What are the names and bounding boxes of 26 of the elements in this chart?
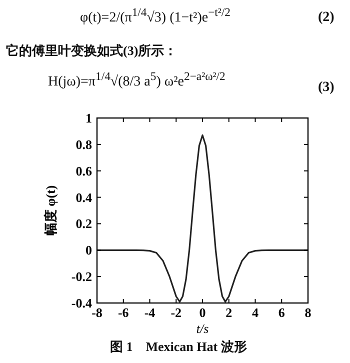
text: H(jω)=π$^{1/4}$√(8/3 a$^{5}$) ω²e$^{2−a²ω²/2}$: [48, 70, 226, 91]
x-tick-label: -2: [170, 305, 182, 320]
x-tick-label: 6: [278, 305, 286, 320]
y-axis-title: 幅度 φ(t): [43, 185, 58, 236]
x-axis-title: t/s: [196, 321, 209, 336]
text: φ(t)=2/(π$^{1/4}$√3) (1−t²)e$^{−t²/2}$: [80, 6, 230, 27]
x-tick-label: 4: [252, 305, 259, 320]
x-tick-label: -6: [118, 305, 130, 320]
x-tick-label: 2: [226, 305, 232, 320]
x-tick-label: -4: [144, 305, 156, 320]
y-tick-label: 1: [86, 110, 92, 126]
y-tick-label: -0.2: [71, 269, 92, 284]
y-tick-label: -0.4: [71, 296, 92, 310]
caption: 图 1 Mexican Hat 波形: [110, 338, 247, 356]
y-tick-label: 0.6: [76, 163, 92, 178]
y-tick-label: 0.8: [76, 136, 92, 152]
line-series: [96, 134, 309, 302]
y-tick-label: 0: [86, 242, 92, 258]
y-tick-label: 0.2: [76, 216, 92, 232]
text: 它的傅里叶变换如式(3)所示：: [6, 42, 178, 60]
x-tick-label: 0: [199, 305, 206, 320]
x-tick-label: 8: [304, 305, 312, 320]
text: (3): [318, 80, 334, 96]
y-tick-label: 0.4: [76, 190, 92, 205]
text: (2): [318, 10, 334, 26]
x-tick-label: -8: [92, 305, 103, 320]
